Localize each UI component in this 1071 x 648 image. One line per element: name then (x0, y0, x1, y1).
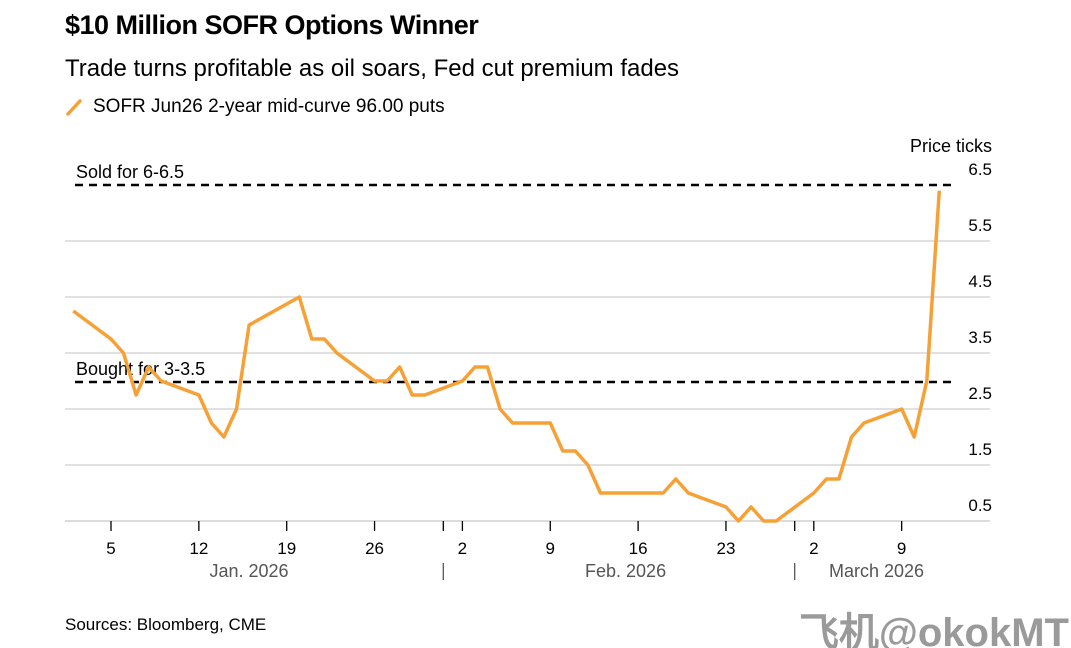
chart-title: $10 Million SOFR Options Winner (65, 10, 479, 40)
y-tick-label: 0.5 (968, 496, 992, 515)
watermark: 飞机@okokMT (798, 611, 1069, 648)
chart-subtitle: Trade turns profitable as oil soars, Fed… (65, 55, 680, 82)
reference-label: Sold for 6-6.5 (76, 162, 184, 182)
y-tick-label: 2.5 (968, 384, 992, 403)
source-note: Sources: Bloomberg, CME (65, 615, 267, 634)
series-line (72, 190, 942, 523)
x-tick-label: 26 (365, 539, 384, 558)
x-tick-label: 19 (277, 539, 296, 558)
y-tick-label: 4.5 (968, 272, 992, 291)
y-tick-label: 6.5 (968, 160, 992, 179)
y-tick-label: 5.5 (968, 216, 992, 235)
legend-label: SOFR Jun26 2-year mid-curve 96.00 puts (93, 96, 445, 117)
y-tick-label: 3.5 (968, 328, 992, 347)
reference-label: Bought for 3-3.5 (76, 359, 205, 379)
x-tick-label: 16 (629, 539, 648, 558)
x-tick-label: 9 (546, 539, 555, 558)
y-axis-label: Price ticks (910, 136, 992, 156)
x-tick-label: 23 (716, 539, 735, 558)
month-label: Feb. 2026 (585, 561, 666, 581)
y-tick-label: 1.5 (968, 440, 992, 459)
x-tick-label: 2 (458, 539, 467, 558)
legend-line-icon (66, 99, 82, 116)
x-tick-label: 5 (106, 539, 115, 558)
month-label: Jan. 2026 (210, 561, 289, 581)
x-tick-label: 12 (189, 539, 208, 558)
legend: SOFR Jun26 2-year mid-curve 96.00 puts (65, 96, 445, 118)
x-tick-label: 9 (897, 539, 906, 558)
month-label: March 2026 (829, 561, 924, 581)
x-tick-label: 2 (809, 539, 818, 558)
